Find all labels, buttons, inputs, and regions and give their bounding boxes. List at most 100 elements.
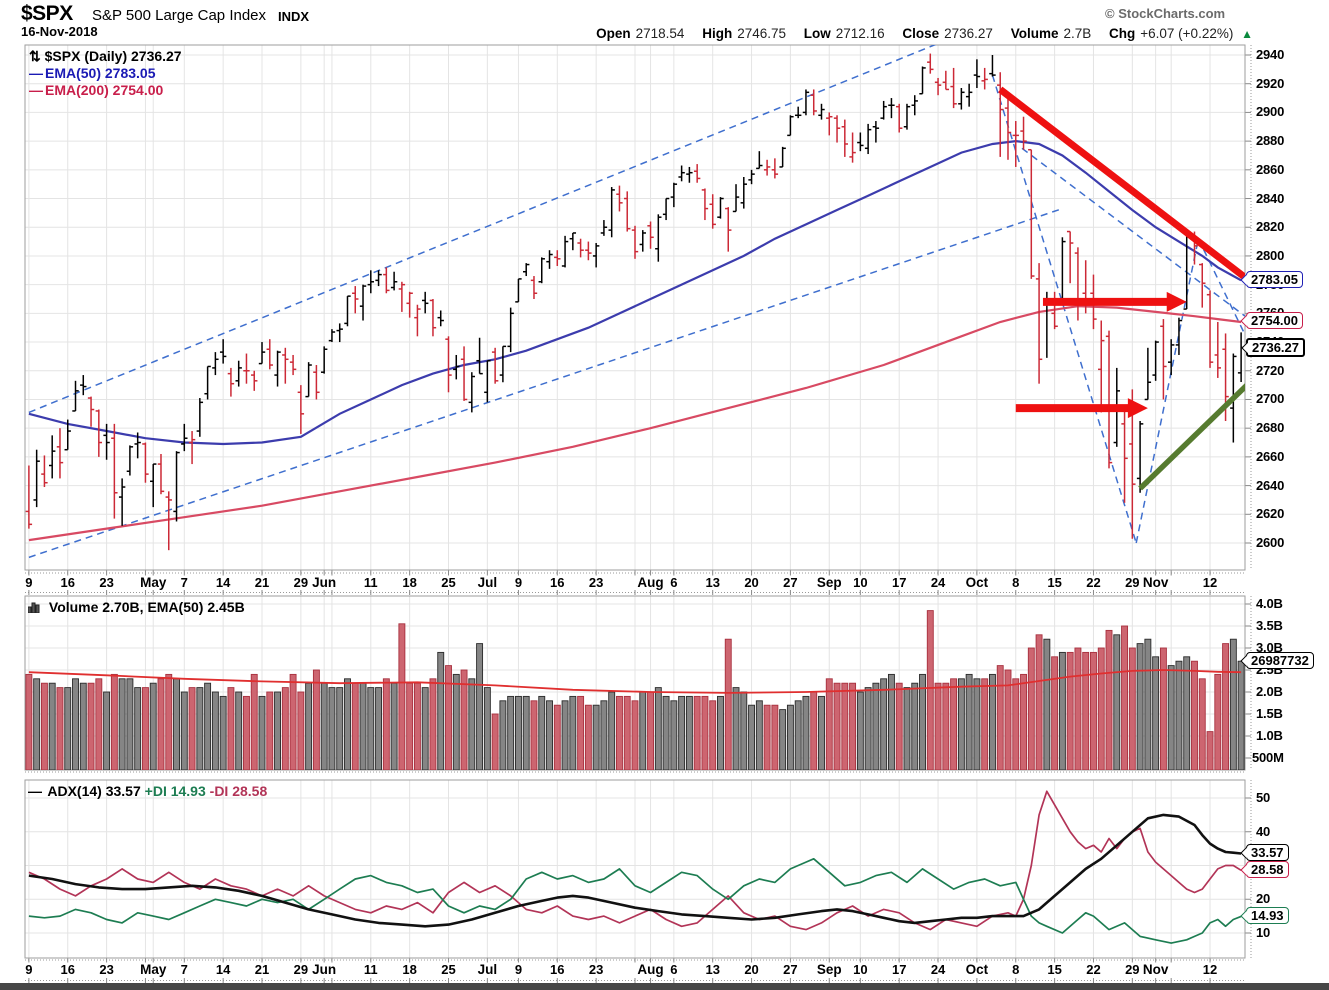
date-axis-tick-label: 6 <box>670 962 678 977</box>
date-axis-tick-label: 14 <box>215 574 231 590</box>
date-axis-tick-label: 13 <box>705 574 720 590</box>
date-axis-tick-label: 13 <box>705 962 720 977</box>
copyright-notice: © StockCharts.com <box>1105 6 1226 21</box>
adx-axis-tick-label: 20 <box>1256 891 1271 907</box>
plusdi-legend-text: +DI 14.93 <box>144 783 206 799</box>
price-axis-tick-label: 2700 <box>1256 391 1285 407</box>
main-chart-legend: ⇅ $SPX (Daily) 2736.27 — EMA(50) 2783.05 … <box>29 48 182 99</box>
high-label: High <box>702 26 733 41</box>
date-axis-tick-label: 9 <box>25 574 33 590</box>
date-axis-tick-label: Aug <box>637 574 664 590</box>
price-axis-tick-label: 2860 <box>1256 161 1285 177</box>
date-axis-tick-label: 29 <box>1125 574 1140 590</box>
date-axis-tick-label: Aug <box>637 962 664 977</box>
main-legend-title: $SPX (Daily) 2736.27 <box>44 48 182 64</box>
adx-axis-tick-label: 50 <box>1256 790 1271 805</box>
ema200-swatch-icon: — <box>29 82 43 98</box>
date-axis-tick-label: 20 <box>744 962 759 977</box>
price-axis-tick-label: 2620 <box>1256 506 1285 522</box>
date-axis-tick-label: 25 <box>441 962 456 977</box>
price-axis-tick-label: 2720 <box>1256 362 1285 378</box>
date-axis-tick-label: May <box>140 962 167 977</box>
close-label: Close <box>902 26 940 41</box>
adx-axis-tick-label: 40 <box>1256 823 1271 839</box>
symbol-name: S&P 500 Large Cap Index <box>92 7 267 24</box>
price-axis-tick-label: 2900 <box>1256 104 1285 120</box>
adx-panel-legend: — ADX(14) 33.57 +DI 14.93 -DI 28.58 <box>28 783 267 800</box>
date-axis-tick-label: 10 <box>853 574 868 590</box>
change-label: Chg <box>1109 26 1136 41</box>
date-axis-tick-label: 16 <box>550 962 565 977</box>
volume-axis-tick-label: 2.0B <box>1256 684 1283 699</box>
volume-axis-tick-label: 1.0B <box>1256 728 1283 743</box>
value-callout: 14.93 <box>1246 906 1289 924</box>
date-axis-tick-label: 20 <box>744 574 759 590</box>
date-axis-tick-label: 12 <box>1202 962 1218 977</box>
histogram-icon <box>27 600 41 617</box>
date-axis-tick-label: Nov <box>1142 574 1169 590</box>
date-axis-tick-label: May <box>140 574 167 590</box>
price-axis-tick-label: 2800 <box>1256 247 1285 263</box>
value-callout: 26987732 <box>1246 651 1314 669</box>
value-callout: 28.58 <box>1246 860 1289 878</box>
value-callout: 2754.00 <box>1246 312 1303 330</box>
volume-value: 2.7B <box>1063 26 1092 41</box>
date-axis-tick-label: 27 <box>783 962 798 977</box>
date-axis-tick-label: 21 <box>254 962 270 977</box>
open-value: 2718.54 <box>635 26 685 41</box>
date-axis-tick-label: 25 <box>441 574 456 590</box>
date-axis-tick-label: 23 <box>99 962 114 977</box>
date-axis-tick-label: 7 <box>180 962 188 977</box>
date-axis-tick-label: 9 <box>514 962 523 977</box>
date-axis-tick-label: 21 <box>254 574 270 590</box>
date-axis-tick-label: 27 <box>783 574 798 590</box>
low-value: 2712.16 <box>835 26 885 41</box>
date-axis-tick-label: 10 <box>853 962 868 977</box>
date-axis-tick-label: 23 <box>588 574 604 590</box>
close-value: 2736.27 <box>944 26 993 41</box>
date-axis-tick-label: 23 <box>99 574 114 590</box>
date-axis-tick-label: 17 <box>891 962 907 977</box>
open-label: Open <box>596 26 631 41</box>
updown-arrows-icon: ⇅ <box>29 48 41 64</box>
adx-axis-tick-label: 10 <box>1256 925 1271 940</box>
price-axis-tick-label: 2920 <box>1256 75 1285 91</box>
date-axis-tick-label: 22 <box>1086 962 1101 977</box>
date-axis-tick-label: 11 <box>363 574 378 590</box>
date-axis-tick-label: 14 <box>215 962 231 977</box>
symbol-ticker: $SPX <box>21 2 73 25</box>
volume-axis-tick-label: 1.5B <box>1256 706 1283 721</box>
date-axis-tick-label: Oct <box>965 574 989 590</box>
ema200-legend: EMA(200) 2754.00 <box>45 82 164 98</box>
date-axis-tick-label: 12 <box>1202 574 1218 590</box>
date-axis-tick-label: 22 <box>1086 574 1101 590</box>
price-axis-tick-label: 2820 <box>1256 219 1285 235</box>
price-axis-tick-label: 2640 <box>1256 477 1285 493</box>
date-axis-tick-label: 24 <box>930 962 946 977</box>
date-axis-tick-label: 23 <box>588 962 604 977</box>
date-axis-tick-label: 7 <box>180 574 188 590</box>
date-axis-tick-label: Jul <box>477 962 498 977</box>
date-axis-tick-label: 9 <box>514 574 523 590</box>
date-axis-tick-label: Sep <box>816 574 842 590</box>
date-axis-tick-label: 8 <box>1012 574 1020 590</box>
date-axis-tick-label: Oct <box>965 962 989 977</box>
date-axis-tick-label: Sep <box>816 962 842 977</box>
price-axis-tick-label: 2880 <box>1256 133 1285 149</box>
date-axis-tick-label: 9 <box>25 962 33 977</box>
date-axis-tick-label: 16 <box>60 962 75 977</box>
volume-label: Volume <box>1010 26 1059 41</box>
date-axis-tick-label: 18 <box>402 574 417 590</box>
volume-axis-tick-label: 500M <box>1252 750 1284 765</box>
chart-date: 16-Nov-2018 <box>21 24 98 39</box>
value-callout: 2783.05 <box>1246 270 1303 288</box>
date-axis-tick-label: 15 <box>1047 574 1062 590</box>
date-axis-tick-label: 6 <box>670 574 678 590</box>
up-triangle-icon: ▲ <box>1241 27 1253 41</box>
date-axis-tick-label: 17 <box>891 574 907 590</box>
date-axis-tick-label: 11 <box>363 962 378 977</box>
date-axis-tick-label: 15 <box>1047 962 1062 977</box>
price-axis-tick-label: 2600 <box>1256 535 1285 550</box>
quote-summary-row: Open 2718.54 High 2746.75 Low 2712.16 Close… <box>596 26 1253 41</box>
